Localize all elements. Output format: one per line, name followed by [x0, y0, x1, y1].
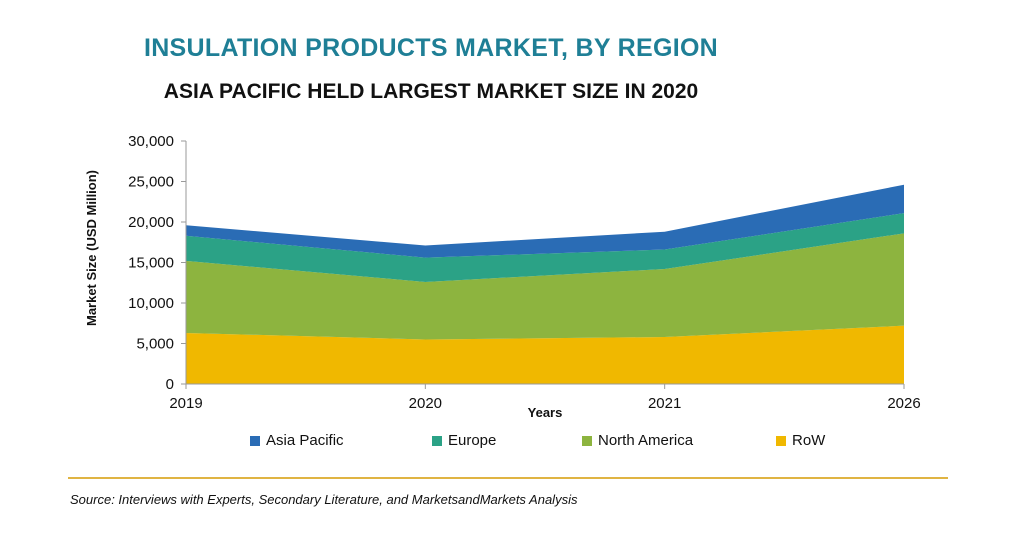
- x-tick-label: 2020: [409, 395, 442, 412]
- chart-legend: Asia Pacific Europe North America RoW: [0, 432, 1024, 454]
- legend-swatch: [582, 435, 592, 446]
- y-tick-label: 15,000: [128, 255, 174, 272]
- x-axis-title: Years: [528, 405, 563, 420]
- legend-item-europe: Europe: [432, 432, 496, 449]
- legend-swatch: [432, 435, 442, 446]
- source-note: Source: Interviews with Experts, Seconda…: [70, 492, 578, 507]
- chart-subtitle: ASIA PACIFIC HELD LARGEST MARKET SIZE IN…: [163, 80, 699, 103]
- y-tick-label: 20,000: [128, 214, 174, 231]
- y-tick-label: 10,000: [128, 295, 174, 312]
- y-tick-label: 25,000: [128, 174, 174, 191]
- x-tick-label: 2026: [887, 395, 920, 412]
- legend-item-row: RoW: [776, 432, 825, 449]
- area-asia-pacific: [186, 184, 904, 258]
- legend-label: Asia Pacific: [266, 432, 344, 449]
- y-axis-title: Market Size (USD Million): [84, 170, 99, 326]
- legend-label: RoW: [792, 432, 826, 449]
- x-tick-label: 2019: [169, 395, 202, 412]
- chart-title: INSULATION PRODUCTS MARKET, BY REGION: [143, 34, 719, 62]
- legend-swatch: [250, 435, 260, 446]
- area-north-america: [186, 233, 904, 340]
- legend-label: Europe: [448, 432, 497, 449]
- y-tick-label: 5,000: [136, 336, 174, 353]
- divider: [68, 477, 948, 479]
- legend-label: North America: [598, 432, 694, 449]
- x-tick-label: 2021: [648, 395, 681, 412]
- y-tick-label: 30,000: [128, 133, 174, 150]
- legend-item-asia-pacific: Asia Pacific: [250, 432, 344, 449]
- legend-item-north-america: North America: [582, 432, 693, 449]
- area-europe: [186, 213, 904, 282]
- legend-swatch: [776, 435, 786, 446]
- area-row: [186, 325, 904, 384]
- y-tick-label: 0: [166, 376, 174, 393]
